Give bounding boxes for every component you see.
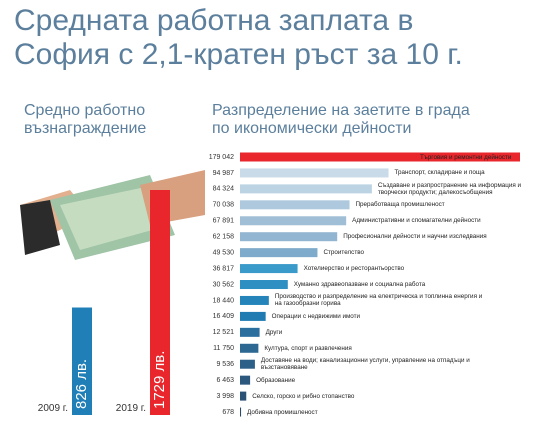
bar (240, 216, 347, 226)
bar (240, 391, 247, 401)
value-label: 84 324 (213, 186, 235, 193)
bar (240, 407, 242, 417)
category-label: Производство и разпределение на електрич… (274, 293, 483, 308)
bar (240, 248, 318, 258)
value-label: 179 042 (209, 154, 234, 161)
chart-title: Средно работно възнаграждение (24, 102, 147, 137)
bar (240, 280, 288, 290)
value-label: 826 лв. (73, 359, 90, 409)
category-label: Преработваща промишленост (355, 201, 445, 209)
value-label: 6 463 (216, 377, 234, 384)
money-illustration (20, 170, 205, 260)
bar (150, 190, 170, 415)
value-label: 49 530 (213, 249, 235, 256)
category-label: Добивна промишленост (247, 408, 318, 416)
x-tick-label: 2019 г. (116, 403, 146, 414)
category-label: Операции с недвижими имоти (271, 312, 361, 320)
category-label: Професионални дейности и научни изследва… (343, 233, 487, 241)
bar (240, 295, 269, 305)
category-label: Административни и спомагателни дейности (352, 217, 481, 225)
category-label: Доставяне на води; канализационни услуги… (260, 357, 470, 372)
value-label: 3 998 (216, 393, 234, 400)
value-label: 94 987 (213, 170, 235, 177)
bar (240, 359, 255, 369)
bar (240, 311, 266, 321)
value-label: 30 562 (213, 281, 235, 288)
value-label: 36 817 (213, 265, 235, 272)
category-label: Строителство (323, 249, 364, 257)
category-label: Създаване и разпространение на информаци… (377, 181, 522, 196)
bar (240, 375, 251, 385)
category-label: Хуманно здравеопазване и социална работа (293, 281, 426, 289)
value-label: 67 891 (213, 218, 235, 225)
value-label: 12 521 (213, 329, 235, 336)
chart-title: Разпределение на заетите в града по икон… (212, 102, 470, 137)
bar (240, 200, 350, 210)
value-label: 62 158 (213, 234, 235, 241)
page-title: Средната работна заплата в София с 2,1-к… (14, 4, 463, 71)
bar (240, 343, 259, 353)
value-label: 11 750 (213, 345, 234, 352)
value-label: 1729 лв. (151, 351, 168, 409)
value-label: 70 038 (213, 202, 235, 209)
bar (240, 264, 298, 274)
value-label: 16 409 (213, 313, 235, 320)
category-label: Хотелиерство и ресторантьорство (303, 265, 405, 273)
bar (72, 307, 92, 415)
category-label: Селско, горско и рибно стопанство (252, 392, 355, 400)
category-label: Други (265, 328, 283, 336)
category-label: Търговия и ремонтни дейности (420, 153, 512, 161)
category-label: Култура, спорт и развлечения (264, 344, 352, 352)
category-label: Образование (256, 376, 296, 384)
bar (240, 184, 372, 194)
bar (240, 152, 520, 162)
x-tick-label: 2009 г. (38, 403, 68, 414)
value-label: 9 536 (216, 361, 234, 368)
value-label: 678 (222, 409, 234, 416)
category-label: Транспорт, складиране и поща (394, 169, 485, 177)
bar (240, 168, 389, 178)
bar (240, 327, 260, 337)
bar (240, 232, 338, 242)
value-label: 18 440 (213, 297, 235, 304)
